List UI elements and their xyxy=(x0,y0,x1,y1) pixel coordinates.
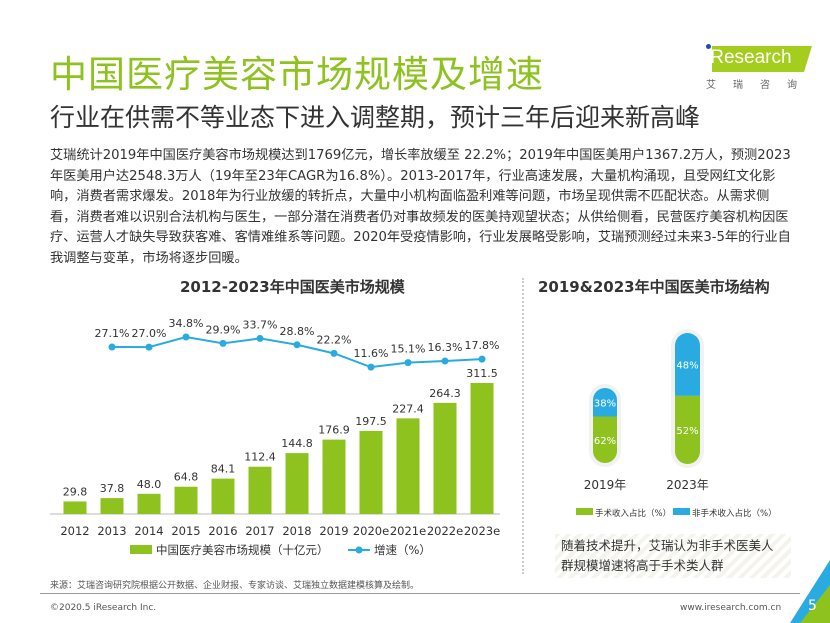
footer-divider xyxy=(40,593,800,594)
bar-data-label: 48.0 xyxy=(137,478,162,491)
growth-data-label: 28.8% xyxy=(280,325,315,338)
bar xyxy=(359,430,383,514)
x-tick-label: 2019年 xyxy=(584,478,627,492)
bar-data-label: 84.1 xyxy=(211,463,236,476)
bar-data-label: 264.3 xyxy=(429,387,461,400)
growth-data-label: 33.7% xyxy=(243,318,278,331)
x-tick-label: 2021e xyxy=(390,524,426,538)
bar xyxy=(248,466,272,514)
logo-text: iResearch xyxy=(706,47,792,68)
capsule-segment-nonsurgical xyxy=(593,388,617,417)
bar xyxy=(470,383,494,514)
x-tick-label: 2019 xyxy=(319,524,348,538)
growth-data-label: 16.3% xyxy=(428,341,463,354)
segment-label: 48% xyxy=(676,360,698,371)
growth-point xyxy=(330,349,338,357)
summary-paragraph: 艾瑞统计2019年中国医疗美容市场规模达到1769亿元，增长率放缓至 22.2%… xyxy=(50,148,791,266)
bar-data-label: 37.8 xyxy=(100,482,125,495)
legend-label-nonsurgical: 非手术收入占比（%） xyxy=(692,508,777,519)
growth-data-label: 11.6% xyxy=(354,347,389,360)
legend-label-bar: 中国医疗美容市场规模（十亿元） xyxy=(156,543,329,557)
x-tick-label: 2016 xyxy=(208,524,237,538)
bar-data-label: 311.5 xyxy=(466,367,498,380)
x-tick-label: 2020e xyxy=(353,524,389,538)
source-note: 来源：艾瑞咨询研究院根据公开数据、企业财报、专家访谈、艾瑞独立数据建模核算及绘制… xyxy=(50,581,420,591)
page-subtitle: 行业在供需不等业态下进入调整期，预计三年后迎来新高峰 xyxy=(50,103,701,132)
x-tick-label: 2018 xyxy=(282,524,311,538)
bar-data-label: 29.8 xyxy=(63,485,88,498)
bar xyxy=(174,486,198,514)
bar-data-label: 197.5 xyxy=(355,415,387,428)
legend-swatch-nonsurgical xyxy=(673,508,690,515)
x-tick-label: 2014 xyxy=(134,524,163,538)
legend-swatch-surgical xyxy=(576,508,593,515)
bar xyxy=(322,439,346,514)
growth-point xyxy=(256,334,264,342)
growth-point xyxy=(108,343,116,351)
bar xyxy=(137,493,161,514)
bar xyxy=(396,418,420,514)
bar-data-label: 64.8 xyxy=(174,471,199,484)
segment-label: 38% xyxy=(594,398,616,409)
bar-data-label: 227.4 xyxy=(392,402,424,415)
bar xyxy=(100,498,124,514)
legend-swatch-point xyxy=(355,546,363,554)
x-tick-label: 2022e xyxy=(427,524,463,538)
bar-data-label: 144.8 xyxy=(281,437,313,450)
capsule-segment-surgical xyxy=(593,416,617,463)
logo-cn: 艾瑞咨询 xyxy=(706,80,814,91)
page-title: 中国医疗美容市场规模及增速 xyxy=(50,53,544,96)
growth-data-label: 15.1% xyxy=(391,343,426,356)
corner-decoration xyxy=(790,560,830,623)
website-url: www.iresearch.com.cn xyxy=(680,603,782,613)
growth-point xyxy=(182,333,190,341)
bar xyxy=(63,501,87,514)
segment-label: 62% xyxy=(594,436,616,447)
legend-swatch-bar xyxy=(130,545,152,554)
bar-data-label: 112.4 xyxy=(244,451,276,464)
growth-point xyxy=(367,363,375,371)
growth-point xyxy=(219,339,227,347)
growth-point xyxy=(293,341,301,349)
growth-data-label: 29.9% xyxy=(206,323,241,336)
x-tick-label: 2023年 xyxy=(666,478,709,492)
growth-point xyxy=(478,355,486,363)
capsule-segment-nonsurgical xyxy=(675,333,700,396)
x-tick-label: 2012 xyxy=(60,524,89,538)
growth-data-label: 22.2% xyxy=(317,333,352,346)
growth-data-label: 34.8% xyxy=(169,317,204,330)
growth-point xyxy=(441,357,449,365)
growth-data-label: 27.0% xyxy=(132,327,167,340)
bar-data-label: 176.9 xyxy=(318,424,350,437)
bar xyxy=(433,402,457,514)
x-tick-label: 2013 xyxy=(97,524,126,538)
copyright: ©2020.5 iResearch Inc. xyxy=(50,603,157,613)
x-tick-label: 2015 xyxy=(171,524,200,538)
legend-label-surgical: 手术收入占比（%） xyxy=(595,508,671,519)
divider xyxy=(522,278,524,574)
bar xyxy=(211,478,235,514)
growth-data-label: 17.8% xyxy=(465,339,500,352)
growth-point xyxy=(145,343,153,351)
page-number: 5 xyxy=(808,598,817,614)
chart-title-structure: 2019&2023年中国医美市场结构 xyxy=(538,278,770,296)
x-tick-label: 2017 xyxy=(245,524,274,538)
x-tick-label: 2023e xyxy=(464,524,500,538)
legend-label-line: 增速（%） xyxy=(374,543,431,557)
growth-data-label: 27.1% xyxy=(95,327,130,340)
growth-point xyxy=(404,359,412,367)
segment-label: 52% xyxy=(676,426,698,437)
callout-box: 随着技术提升，艾瑞认为非手术医美人群规模增速将高于手术类人群 xyxy=(555,534,791,578)
capsule-segment-surgical xyxy=(675,395,700,464)
iresearch-logo: iResearch 艾瑞咨询 xyxy=(700,44,820,92)
bar xyxy=(285,453,309,514)
chart-title-market-size: 2012-2023年中国医美市场规模 xyxy=(180,278,405,296)
